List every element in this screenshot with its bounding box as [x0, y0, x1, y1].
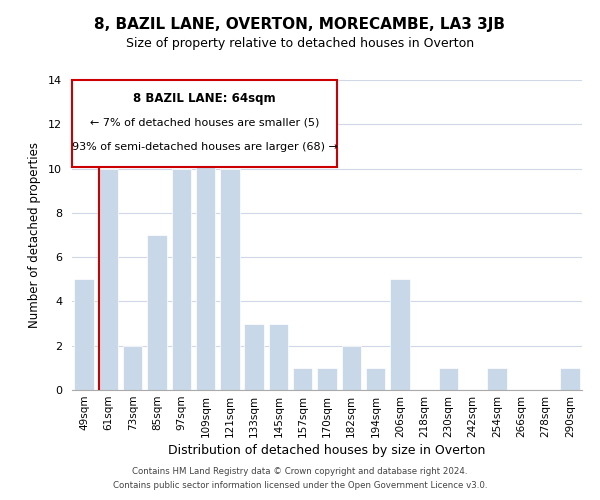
- Bar: [196, 124, 215, 390]
- Bar: [341, 346, 361, 390]
- Bar: [123, 346, 142, 390]
- Bar: [147, 235, 167, 390]
- Bar: [439, 368, 458, 390]
- Bar: [317, 368, 337, 390]
- Bar: [74, 280, 94, 390]
- Bar: [172, 168, 191, 390]
- Bar: [244, 324, 264, 390]
- Text: ← 7% of detached houses are smaller (5): ← 7% of detached houses are smaller (5): [90, 117, 319, 127]
- Text: 8 BAZIL LANE: 64sqm: 8 BAZIL LANE: 64sqm: [133, 92, 276, 106]
- Text: Contains HM Land Registry data © Crown copyright and database right 2024.: Contains HM Land Registry data © Crown c…: [132, 467, 468, 476]
- Bar: [220, 168, 239, 390]
- Bar: [560, 368, 580, 390]
- FancyBboxPatch shape: [72, 80, 337, 167]
- Y-axis label: Number of detached properties: Number of detached properties: [28, 142, 41, 328]
- Text: Contains public sector information licensed under the Open Government Licence v3: Contains public sector information licen…: [113, 481, 487, 490]
- Bar: [293, 368, 313, 390]
- Bar: [99, 168, 118, 390]
- X-axis label: Distribution of detached houses by size in Overton: Distribution of detached houses by size …: [169, 444, 485, 457]
- Bar: [269, 324, 288, 390]
- Bar: [390, 280, 410, 390]
- Bar: [366, 368, 385, 390]
- Bar: [487, 368, 507, 390]
- Text: 93% of semi-detached houses are larger (68) →: 93% of semi-detached houses are larger (…: [71, 142, 338, 152]
- Text: Size of property relative to detached houses in Overton: Size of property relative to detached ho…: [126, 38, 474, 51]
- Text: 8, BAZIL LANE, OVERTON, MORECAMBE, LA3 3JB: 8, BAZIL LANE, OVERTON, MORECAMBE, LA3 3…: [95, 18, 505, 32]
